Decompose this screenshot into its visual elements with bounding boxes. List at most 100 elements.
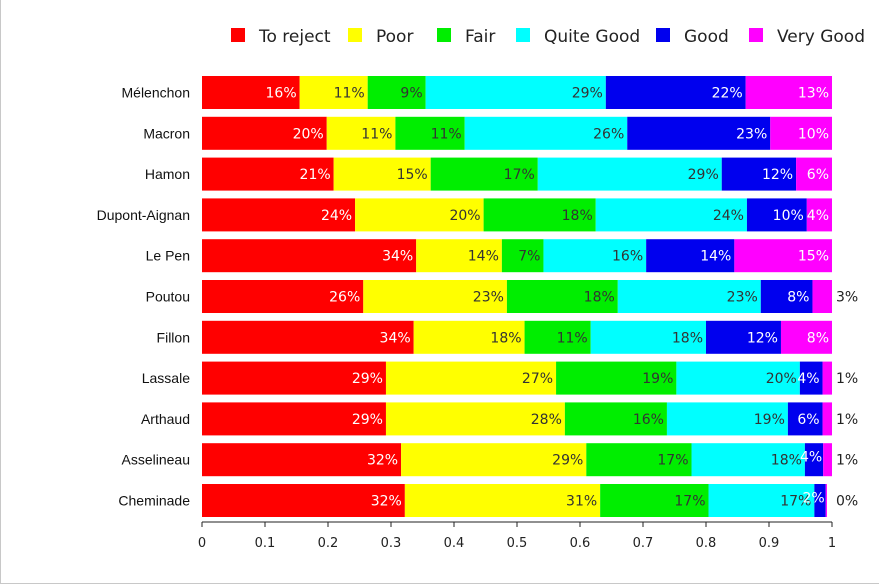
bar-asselineau-to-reject [202,443,402,477]
data-label-melenchon-quite-good: 29% [572,86,603,102]
legend-label-to-reject: To reject [258,27,331,47]
bar-macron-to-reject [202,116,327,150]
bar-cheminade-to-reject [202,484,405,517]
bar-asselineau-good [804,443,824,477]
bar-melenchon-very-good [745,76,832,109]
data-label-dupont-aignan-to-reject: 24% [321,208,352,224]
x-tick-label-2: 0.2 [318,536,339,551]
bar-fillon-to-reject [202,320,414,354]
category-labels: Mélenchon Macron Hamon Dupont-Aignan Le Pen P… [97,85,191,509]
bar-asselineau-poor [401,443,587,477]
bar-asselineau-fair [586,443,692,477]
x-tick-label-3: 0.3 [381,536,402,551]
data-label-fillon-good: 12% [747,330,778,346]
x-tick-label-6: 0.6 [570,536,591,551]
bar-hamon-very-good [796,157,832,191]
data-label-macron-to-reject: 20% [293,126,324,142]
legend-label-very-good: Very Good [777,27,865,47]
bar-dupont-aignan-fair [483,198,596,232]
bar-arthaud-very-good [822,402,832,436]
bar-le-pen-to-reject [202,239,417,273]
bar-le-pen-poor [416,239,502,273]
bar-macron-poor [326,116,396,150]
category-label-cheminade: Cheminade [118,493,190,509]
bar-asselineau-quite-good [691,443,805,477]
bar-arthaud-to-reject [202,402,386,436]
data-label-fillon-quite-good: 18% [672,330,703,346]
data-label-arthaud-fair: 16% [633,412,664,428]
data-label-fillon-to-reject: 34% [380,330,411,346]
data-label-cheminade-very-good: 0% [836,494,858,510]
bar-cheminade-poor [404,484,601,517]
bar-hamon-fair [430,157,538,191]
data-label-asselineau-poor: 29% [552,453,583,469]
category-label-fillon: Fillon [157,329,190,345]
bar-fillon-good [706,320,781,354]
bar-macron-quite-good [464,116,628,150]
legend-swatch-fair [437,28,451,42]
bar-hamon-poor [333,157,431,191]
data-label-arthaud-quite-good: 19% [754,412,785,428]
bar-poutou-very-good [812,280,832,313]
x-tick-label-5: 0.5 [507,536,528,551]
data-label-melenchon-to-reject: 16% [266,86,297,102]
bar-arthaud-poor [385,402,565,436]
x-tick-label-9: 0.9 [759,536,780,551]
bar-fillon-poor [413,320,525,354]
legend-swatch-quite-good [516,28,530,42]
category-label-dupont-aignan: Dupont-Aignan [97,207,190,223]
bar-dupont-aignan-poor [355,198,484,232]
bar-lassale-good [799,361,823,395]
bar-melenchon-quite-good [425,76,606,109]
legend-swatch-to-reject [231,28,245,42]
x-tick-label-7: 0.7 [633,536,654,551]
data-label-lassale-very-good: 1% [836,371,858,387]
bar-dupont-aignan-good [746,198,807,232]
data-label-melenchon-good: 22% [712,86,743,102]
category-label-poutou: Poutou [146,289,190,305]
bar-hamon-quite-good [537,157,722,191]
bar-le-pen-very-good [734,239,832,273]
data-label-dupont-aignan-very-good: 4% [807,208,829,224]
bar-lassale-poor [385,361,557,395]
bar-lassale-very-good [822,361,832,395]
data-label-melenchon-fair: 9% [400,86,422,102]
x-tick-label-1: 0.1 [255,536,276,551]
data-label-le-pen-poor: 14% [468,249,499,265]
data-label-asselineau-good: 4% [800,450,822,466]
bars: 16% 11% 9% 29% 22% 13% 20% 11% 11% 26% 23% 10% 21% 15… [202,76,858,517]
bar-le-pen-quite-good [543,239,647,273]
category-label-asselineau: Asselineau [122,452,191,468]
data-label-dupont-aignan-good: 10% [773,208,804,224]
data-label-asselineau-to-reject: 32% [367,453,398,469]
data-label-arthaud-good: 6% [797,412,819,428]
category-label-macron: Macron [143,125,190,141]
bar-asselineau-very-good [823,443,832,477]
data-label-poutou-to-reject: 26% [329,290,360,306]
data-label-dupont-aignan-quite-good: 24% [713,208,744,224]
bar-melenchon-good [605,76,746,109]
data-label-macron-poor: 11% [361,126,392,142]
data-label-fillon-very-good: 8% [807,330,829,346]
legend-swatch-very-good [749,28,763,42]
bar-poutou-poor [363,280,507,313]
bar-dupont-aignan-very-good [806,198,832,232]
legend-label-fair: Fair [465,27,495,47]
data-label-arthaud-poor: 28% [531,412,562,428]
bar-macron-very-good [770,116,832,150]
bar-lassale-fair [556,361,677,395]
bar-arthaud-quite-good [666,402,788,436]
data-label-cheminade-to-reject: 32% [371,494,402,510]
data-label-le-pen-fair: 7% [518,249,540,265]
bar-arthaud-fair [564,402,667,436]
bar-hamon-to-reject [202,157,334,191]
x-axis: 0 0.1 0.2 0.3 0.4 0.5 0.6 0.7 0.8 0.9 1 [198,521,836,551]
legend-label-good: Good [684,27,729,47]
bar-melenchon-fair [367,76,426,109]
legend-swatch-good [656,28,670,42]
bar-fillon-fair [524,320,591,354]
category-label-le-pen: Le Pen [146,248,190,264]
bar-le-pen-fair [501,239,544,273]
